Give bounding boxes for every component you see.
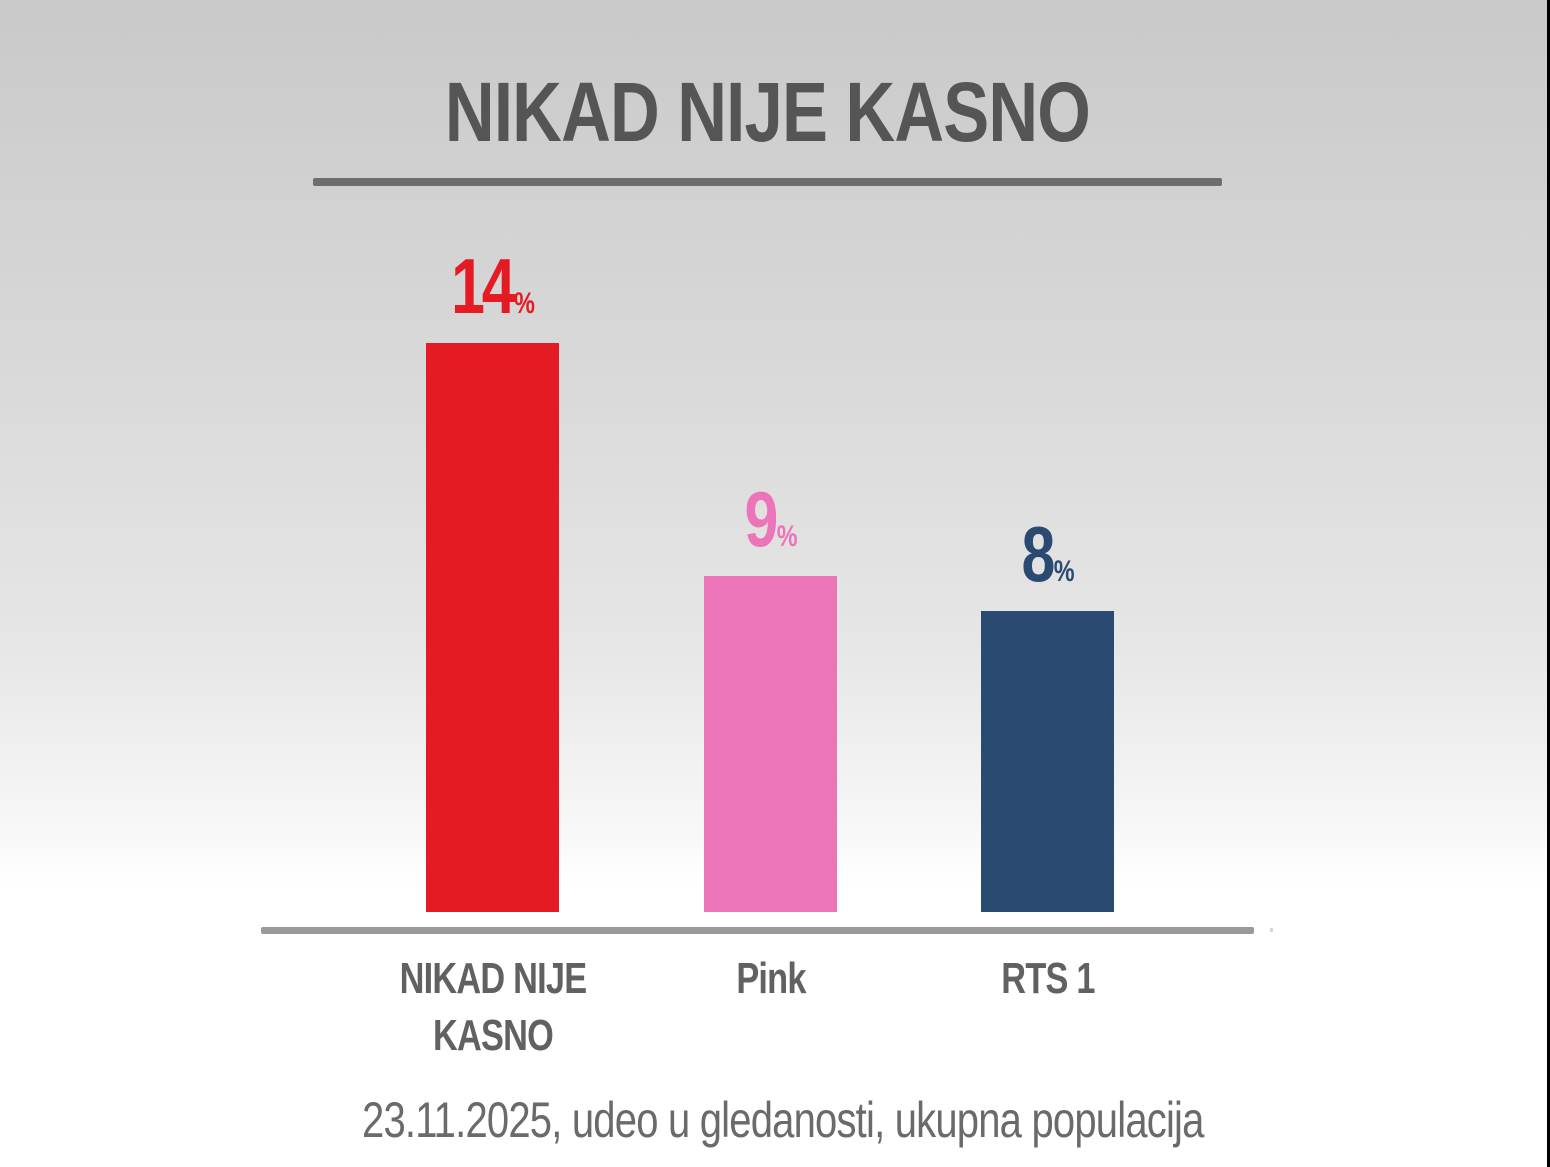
value-number: 9 [743,475,778,563]
value-label-0: 14% [415,247,571,325]
title-underline [313,178,1222,186]
value-unit: % [776,520,798,553]
value-label-1: 9% [693,480,849,558]
bar-nikad-nije-kasno [426,343,559,912]
value-unit: % [513,287,535,320]
bar-pink [704,576,837,912]
screen-edge-border [1547,0,1550,1167]
x-axis-baseline [261,927,1254,934]
axis-end-mark [1270,928,1273,932]
value-label-2: 8% [970,515,1126,593]
value-unit: % [1053,555,1075,588]
category-label-rts-1: RTS 1 [1000,954,1095,1003]
value-number: 14 [450,242,516,330]
chart-title: NIKAD NIJE KASNO [444,65,1091,159]
chart-footnote: 23.11.2025, udeo u gledanosti, ukupna po… [362,1092,1204,1148]
category-label-pink: Pink [735,954,806,1003]
value-number: 8 [1020,510,1055,598]
bar-rts-1 [981,611,1114,912]
category-label-nikad-nije-kasno: NIKAD NIJE KASNO [399,954,586,1060]
